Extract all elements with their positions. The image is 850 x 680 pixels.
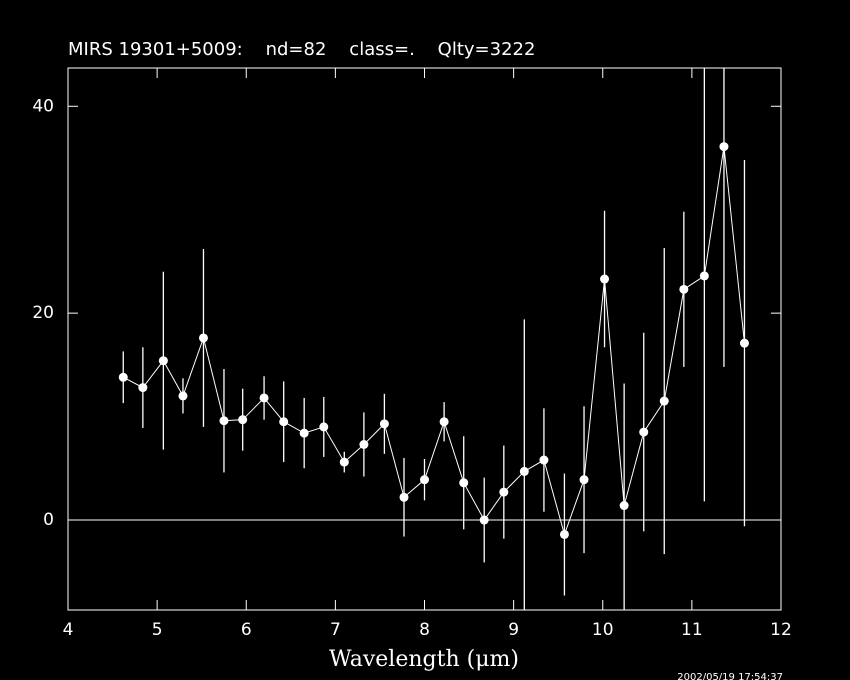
timestamp: 2002/05/19 17:54:37 bbox=[677, 672, 783, 680]
data-point bbox=[539, 455, 549, 465]
data-point bbox=[600, 274, 610, 284]
data-point bbox=[118, 372, 128, 382]
data-point bbox=[319, 422, 329, 432]
plot-frame bbox=[67, 67, 782, 611]
data-point bbox=[158, 356, 168, 366]
data-point bbox=[138, 383, 148, 393]
x-tick-label: 5 bbox=[152, 620, 163, 640]
plot-area bbox=[118, 68, 749, 610]
y-tick-label: 40 bbox=[32, 96, 54, 116]
x-axis-label: Wavelength (μm) bbox=[329, 647, 519, 672]
data-point bbox=[420, 475, 429, 485]
x-tick-label: 12 bbox=[770, 620, 792, 640]
data-line bbox=[123, 146, 745, 537]
x-tick-label: 11 bbox=[681, 620, 703, 640]
data-point bbox=[739, 338, 749, 348]
data-point bbox=[659, 396, 669, 406]
x-tick-label: 9 bbox=[508, 620, 519, 640]
chart-title: MIRS 19301+5009: nd=82 class=. Qlty=3222 bbox=[68, 39, 535, 60]
x-tick-label: 8 bbox=[419, 620, 430, 640]
x-tick-label: 4 bbox=[63, 620, 74, 640]
x-tick-label: 6 bbox=[241, 620, 252, 640]
data-point bbox=[299, 428, 309, 438]
data-point bbox=[499, 487, 509, 497]
x-tick-label: 10 bbox=[592, 620, 614, 640]
data-point bbox=[219, 416, 229, 426]
data-point bbox=[178, 391, 188, 401]
data-point bbox=[359, 440, 369, 450]
data-point bbox=[198, 333, 208, 343]
data-point bbox=[259, 393, 269, 403]
y-tick-label: 20 bbox=[32, 303, 54, 323]
data-point bbox=[238, 415, 248, 425]
data-point bbox=[559, 529, 569, 539]
data-point bbox=[439, 417, 449, 427]
data-point bbox=[399, 492, 409, 502]
data-point bbox=[619, 501, 629, 511]
x-tick-label: 7 bbox=[330, 620, 341, 640]
data-point bbox=[639, 427, 649, 437]
data-point bbox=[279, 417, 289, 427]
y-tick-label: 0 bbox=[43, 510, 54, 530]
data-point bbox=[339, 457, 349, 467]
data-point bbox=[379, 419, 389, 429]
data-point bbox=[519, 466, 529, 476]
data-point bbox=[579, 475, 589, 485]
data-point bbox=[719, 142, 729, 152]
data-point bbox=[459, 478, 469, 488]
data-point bbox=[699, 271, 709, 281]
data-point bbox=[679, 284, 689, 294]
